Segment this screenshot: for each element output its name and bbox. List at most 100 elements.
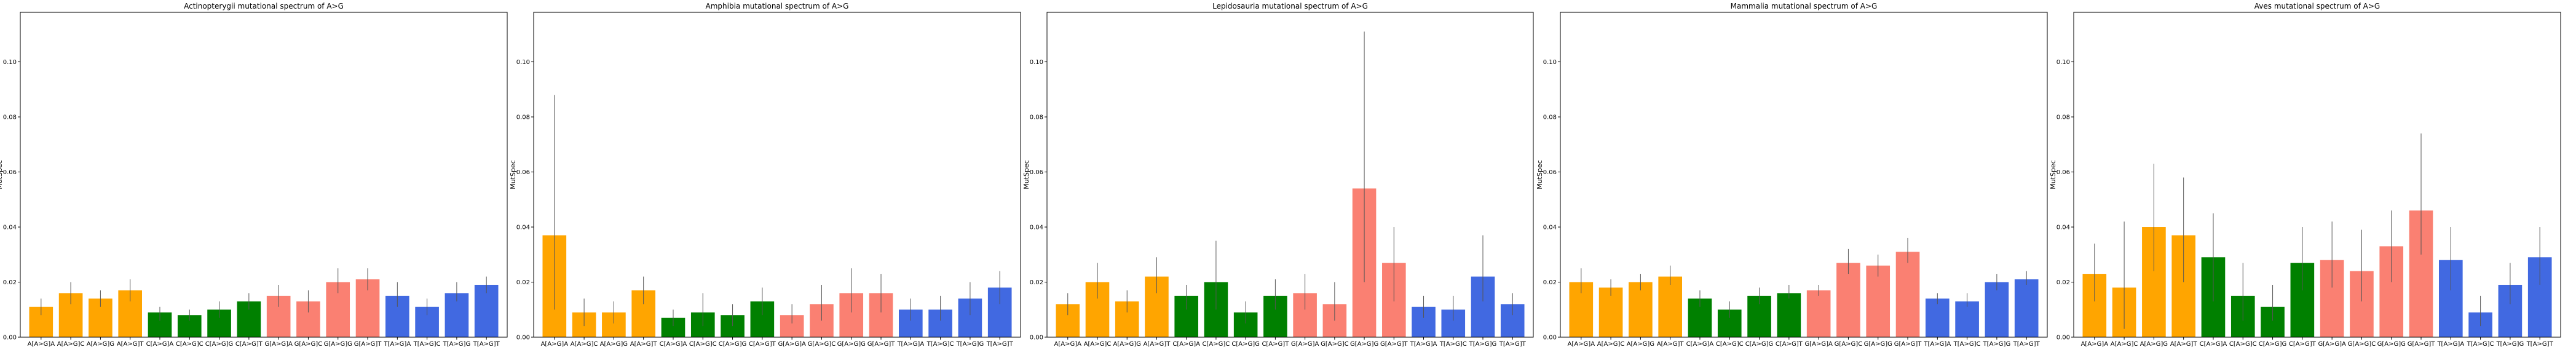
x-tick-label: A[A>G]A	[28, 341, 55, 348]
x-tick-label: C[A>G]T	[1262, 341, 1289, 348]
x-tick-label: T[A>G]C	[1953, 341, 1981, 348]
x-tick-label: T[A>G]T	[2526, 341, 2554, 348]
y-tick-label: 0.02	[1543, 279, 1557, 286]
y-tick-label: 0.10	[516, 59, 530, 66]
x-tick-label: A[A>G]T	[1144, 341, 1171, 348]
x-tick-label: G[A>G]G	[2377, 341, 2406, 348]
bar[interactable]	[1629, 282, 1653, 337]
bar[interactable]	[2014, 279, 2039, 337]
bar[interactable]	[1658, 276, 1682, 337]
x-tick-label: C[A>G]C	[2229, 341, 2257, 348]
x-tick-label: C[A>G]T	[235, 341, 263, 348]
x-tick-label: A[A>G]G	[2140, 341, 2168, 348]
x-tick-label: C[A>G]A	[1172, 341, 1200, 348]
x-tick-label: G[A>G]G	[1864, 341, 1892, 348]
x-tick-label: G[A>G]G	[837, 341, 866, 348]
bar[interactable]	[1926, 298, 1950, 337]
x-tick-label: G[A>G]A	[778, 341, 806, 348]
x-tick-label: T[A>G]G	[443, 341, 471, 348]
plot-frame	[1560, 12, 2048, 338]
x-tick-label: G[A>G]A	[1291, 341, 1319, 348]
y-axis-label: MutSpec	[509, 160, 517, 189]
bar[interactable]	[1866, 265, 1891, 337]
x-tick-label: A[A>G]T	[630, 341, 658, 348]
y-tick-label: 0.10	[1543, 59, 1557, 66]
x-tick-label: C[A>G]A	[1686, 341, 1714, 348]
x-tick-label: T[A>G]G	[2496, 341, 2524, 348]
x-tick-label: A[A>G]A	[1054, 341, 1082, 348]
x-tick-label: T[A>G]A	[1923, 341, 1951, 348]
x-tick-label: T[A>G]A	[383, 341, 411, 348]
y-tick-label: 0.02	[1030, 279, 1043, 286]
x-tick-label: C[A>G]G	[1231, 341, 1260, 348]
y-tick-label: 0.06	[1543, 169, 1557, 176]
chart-panel-3: Lepidosauria mutational spectrum of A>G 0…	[1022, 2, 1534, 348]
y-tick-label: 0.06	[516, 169, 530, 176]
x-tick-label: G[A>G]G	[324, 341, 352, 348]
x-tick-label: T[A>G]A	[896, 341, 924, 348]
x-tick-label: C[A>G]C	[689, 341, 717, 348]
bar[interactable]	[1598, 287, 1623, 337]
x-tick-label: C[A>G]C	[1203, 341, 1230, 348]
bar[interactable]	[1955, 301, 1979, 337]
chart-panel-2: Amphibia mutational spectrum of A>G 0.00 0…	[509, 2, 1021, 348]
bar[interactable]	[1836, 263, 1860, 337]
y-tick-label: 0.08	[1030, 114, 1043, 121]
x-tick-label: A[A>G]G	[87, 341, 114, 348]
bar[interactable]	[1806, 290, 1831, 337]
y-axis-label: MutSpec	[2049, 160, 2057, 189]
plot-frame	[533, 12, 1021, 338]
x-tick-label: T[A>G]C	[926, 341, 954, 348]
x-tick-label: T[A>G]T	[473, 341, 500, 348]
x-tick-label: G[A>G]T	[354, 341, 382, 348]
x-tick-label: G[A>G]C	[1835, 341, 1863, 348]
x-tick-label: C[A>G]G	[205, 341, 234, 348]
x-tick-label: A[A>G]A	[541, 341, 569, 348]
x-tick-label: T[A>G]C	[1439, 341, 1467, 348]
x-tick-label: A[A>G]C	[57, 341, 85, 348]
x-tick-label: T[A>G]C	[413, 341, 441, 348]
x-tick-label: A[A>G]A	[2081, 341, 2109, 348]
chart-title: Amphibia mutational spectrum of A>G	[706, 2, 849, 10]
y-tick-label: 0.08	[516, 114, 530, 121]
x-tick-label: G[A>G]T	[867, 341, 896, 348]
bar[interactable]	[1985, 282, 2009, 337]
bar[interactable]	[474, 284, 499, 337]
y-tick-label: 0.04	[1030, 225, 1043, 231]
plot-frame	[1046, 12, 1534, 338]
x-tick-label: T[A>G]C	[2467, 341, 2494, 348]
y-tick-label: 0.00	[2056, 335, 2070, 341]
x-tick-label: A[A>G]C	[571, 341, 598, 348]
x-tick-label: T[A>G]T	[2013, 341, 2041, 348]
bar[interactable]	[1895, 252, 1920, 337]
x-tick-label: A[A>G]T	[117, 341, 144, 348]
bar[interactable]	[1777, 293, 1801, 337]
x-tick-label: A[A>G]G	[600, 341, 628, 348]
y-tick-label: 0.04	[2056, 225, 2070, 231]
y-axis-label: MutSpec	[0, 160, 4, 189]
chart-title: Aves mutational spectrum of A>G	[2254, 2, 2380, 10]
x-tick-label: C[A>G]G	[719, 341, 747, 348]
y-tick-label: 0.00	[516, 335, 530, 341]
y-tick-label: 0.08	[2056, 114, 2070, 121]
x-tick-label: C[A>G]C	[176, 341, 203, 348]
x-tick-label: C[A>G]A	[146, 341, 174, 348]
x-tick-label: C[A>G]G	[2259, 341, 2287, 348]
x-tick-label: C[A>G]C	[1716, 341, 1744, 348]
chart-title: Lepidosauria mutational spectrum of A>G	[1212, 2, 1368, 10]
x-tick-label: T[A>G]A	[1410, 341, 1437, 348]
chart-panel-5: Aves mutational spectrum of A>G 0.00 0.02 0…	[2049, 2, 2561, 348]
y-tick-label: 0.00	[3, 335, 17, 341]
x-tick-label: G[A>G]A	[1804, 341, 1833, 348]
y-tick-label: 0.10	[1030, 59, 1043, 66]
x-tick-label: A[A>G]C	[1084, 341, 1112, 348]
x-tick-label: C[A>G]G	[1745, 341, 1774, 348]
chart-panel-4: Mammalia mutational spectrum of A>G 0.00 0…	[1536, 2, 2048, 348]
y-axis-label: MutSpec	[1022, 160, 1030, 189]
y-tick-label: 0.04	[1543, 225, 1557, 231]
chart-title: Actinopterygii mutational spectrum of A>…	[184, 2, 344, 10]
chart-title: Mammalia mutational spectrum of A>G	[1731, 2, 1878, 10]
y-tick-label: 0.06	[1030, 169, 1043, 176]
y-tick-label: 0.10	[2056, 59, 2070, 66]
